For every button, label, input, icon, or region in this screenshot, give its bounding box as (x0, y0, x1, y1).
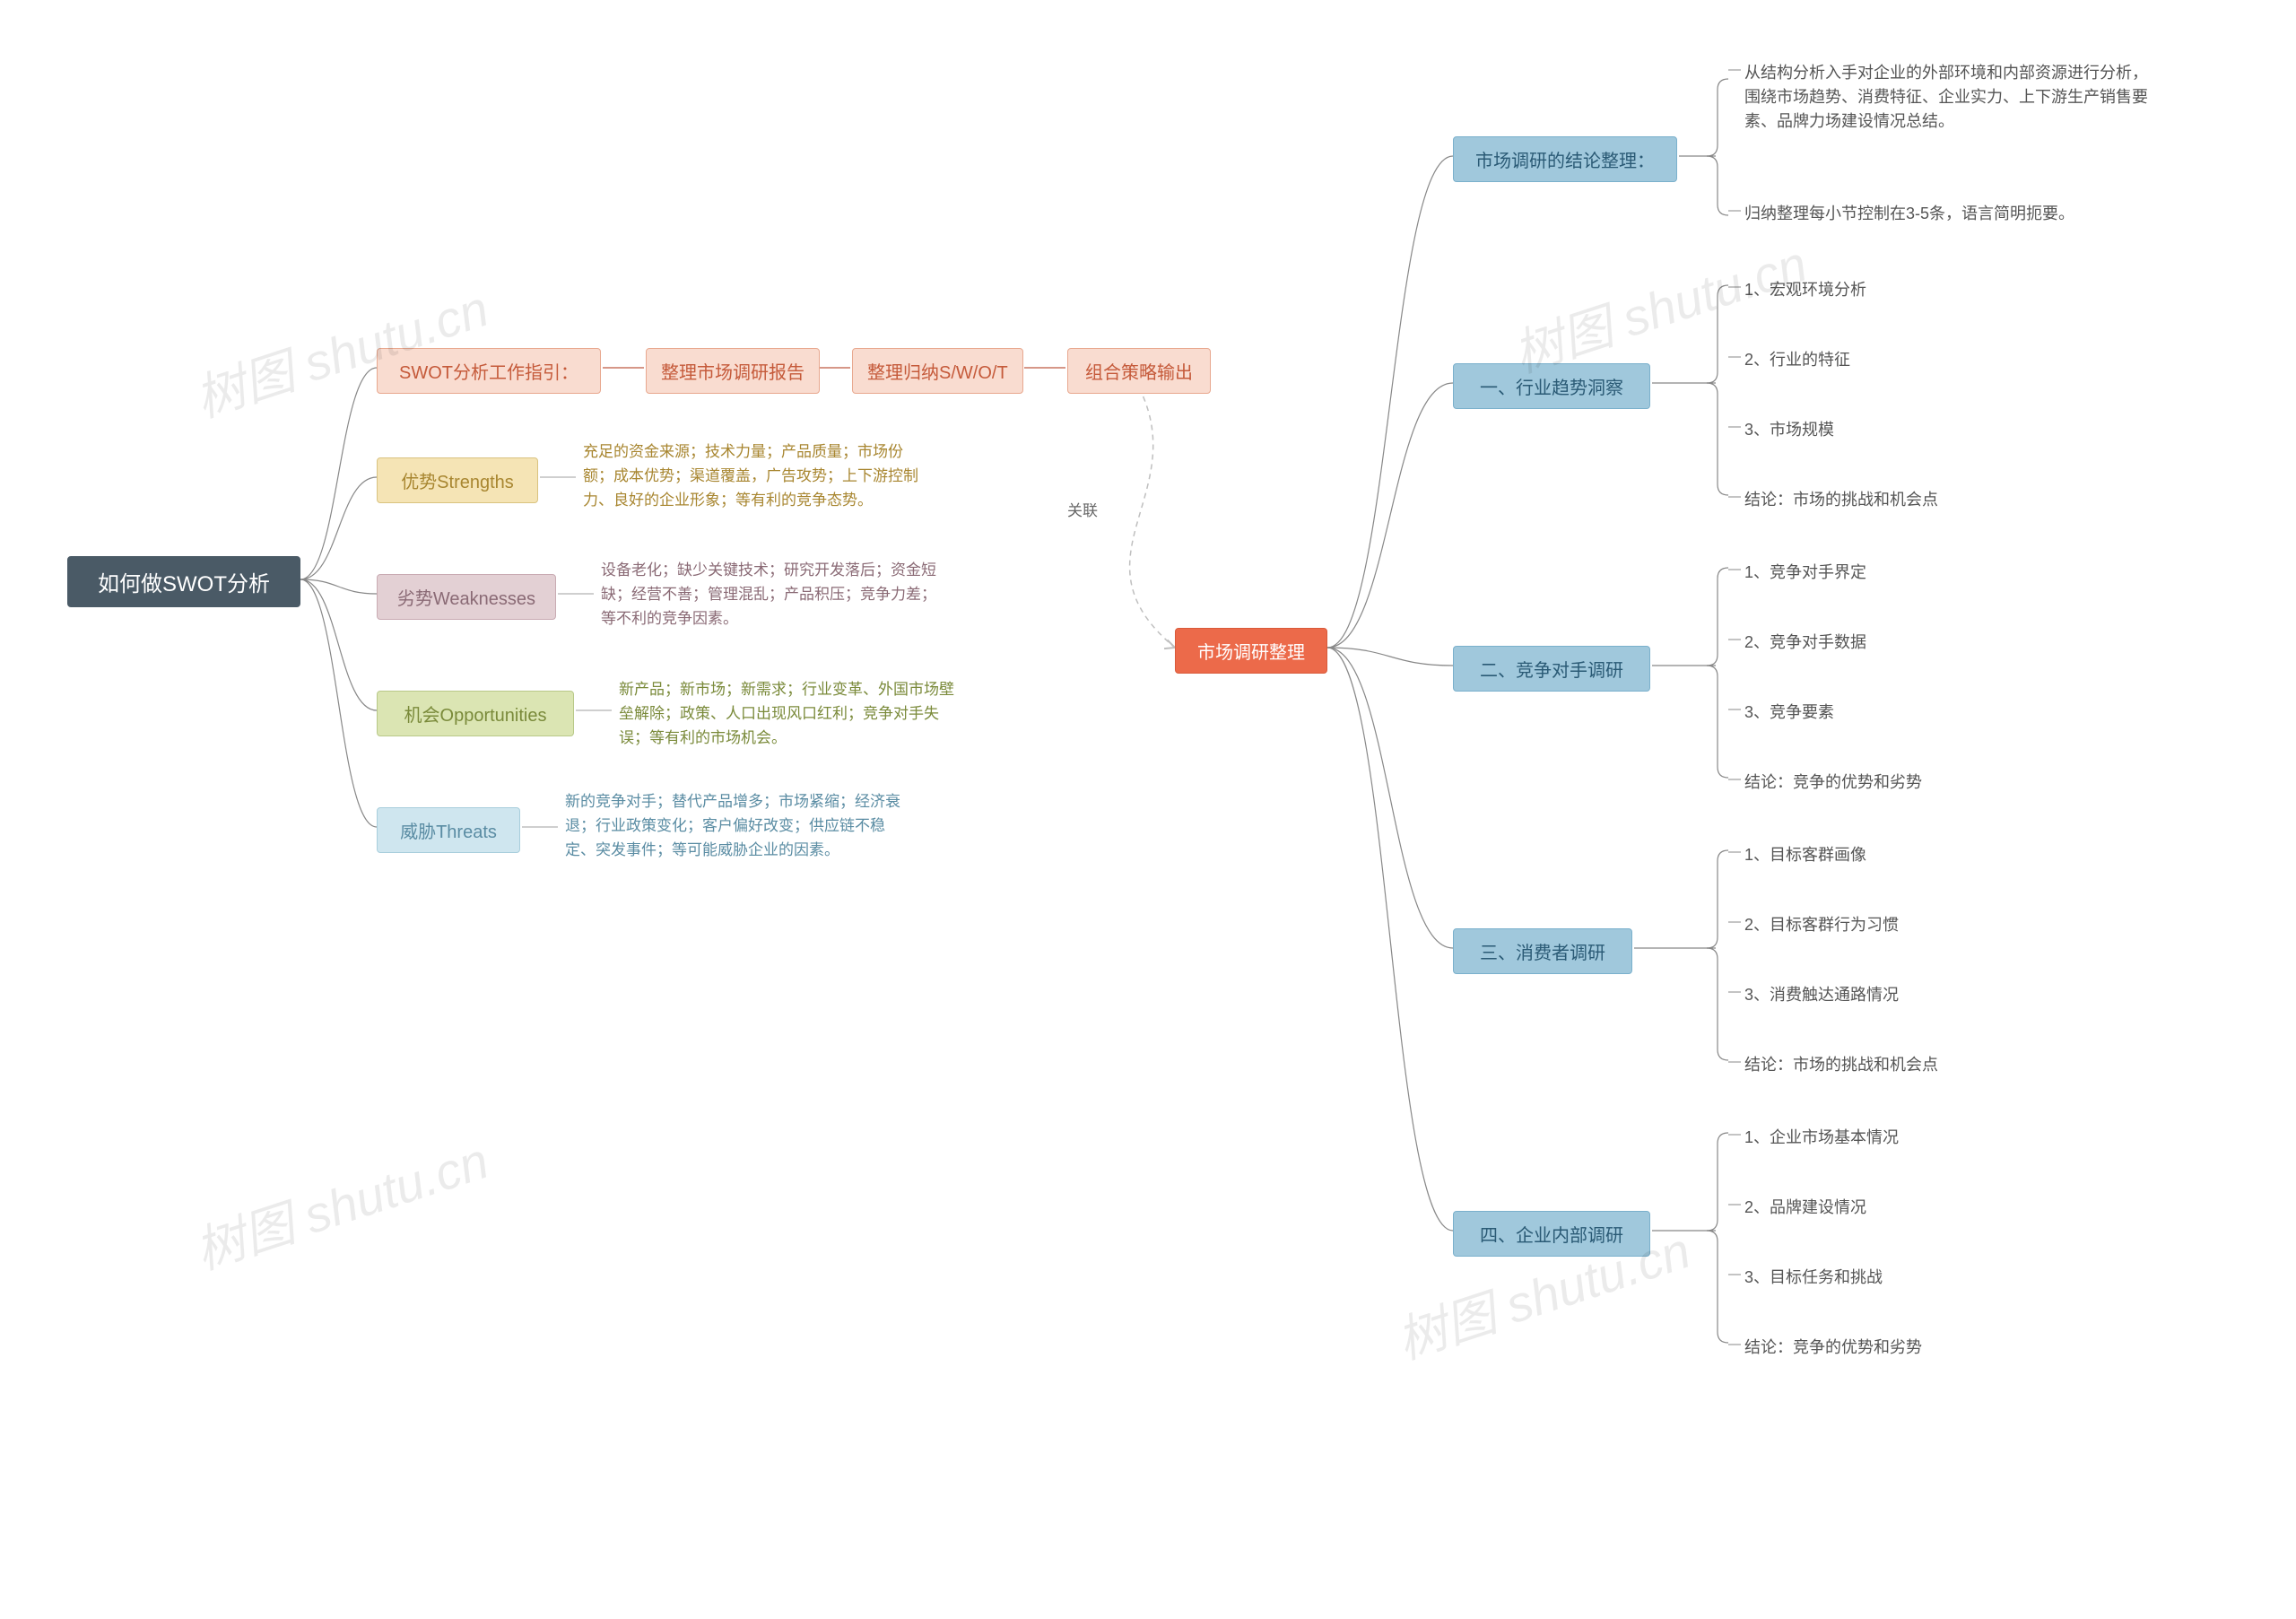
branch-weaknesses-label: 劣势Weaknesses (397, 589, 535, 609)
link-label: 关联 (1067, 498, 1098, 520)
guide-step-0: 整理市场调研报告 (646, 348, 820, 394)
strengths-desc: 充足的资金来源；技术力量；产品质量；市场份额；成本优势；渠道覆盖，广告攻势；上下… (583, 440, 924, 513)
section-3-item-0: 1、目标客群画像 (1744, 843, 2103, 867)
section-3: 三、消费者调研 (1453, 928, 1632, 974)
branch-strengths: 优势Strengths (377, 457, 538, 503)
branch-threats-label: 威胁Threats (400, 823, 497, 842)
branch-guide: SWOT分析工作指引： (377, 348, 601, 394)
section-1-item-2: 3、市场规模 (1744, 418, 2103, 442)
guide-step-1: 整理归纳S/W/O/T (852, 348, 1023, 394)
connectors-layer (0, 0, 2296, 1619)
section-0: 市场调研的结论整理： (1453, 136, 1677, 182)
section-2-item-3: 结论：竞争的优势和劣势 (1744, 770, 2103, 795)
section-4-item-2: 3、目标任务和挑战 (1744, 1266, 2103, 1290)
weaknesses-desc: 设备老化；缺少关键技术；研究开发落后；资金短缺；经营不善；管理混乱；产品积压；竞… (601, 558, 942, 631)
branch-guide-label: SWOT分析工作指引： (399, 363, 578, 383)
section-2-item-1: 2、竞争对手数据 (1744, 631, 2103, 655)
section-0-item-1: 归纳整理每小节控制在3-5条，语言简明扼要。 (1744, 202, 2157, 226)
section-1-item-1: 2、行业的特征 (1744, 348, 2103, 372)
root-node: 如何做SWOT分析 (67, 556, 300, 607)
section-4-item-1: 2、品牌建设情况 (1744, 1196, 2103, 1220)
opportunities-desc: 新产品；新市场；新需求；行业变革、外国市场壁垒解除；政策、人口出现风口红利；竞争… (619, 677, 960, 751)
section-4: 四、企业内部调研 (1453, 1211, 1650, 1257)
guide-step-2: 组合策略输出 (1067, 348, 1211, 394)
section-0-item-0: 从结构分析入手对企业的外部环境和内部资源进行分析，围绕市场趋势、消费特征、企业实… (1744, 61, 2157, 134)
section-4-item-0: 1、企业市场基本情况 (1744, 1126, 2103, 1150)
section-2-item-2: 3、竞争要素 (1744, 701, 2103, 725)
section-1: 一、行业趋势洞察 (1453, 363, 1650, 409)
branch-strengths-label: 优势Strengths (401, 473, 514, 492)
research-label: 市场调研整理 (1197, 643, 1305, 663)
branch-threats: 威胁Threats (377, 807, 520, 853)
branch-opportunities: 机会Opportunities (377, 691, 574, 736)
research-node: 市场调研整理 (1175, 628, 1327, 674)
section-1-item-3: 结论：市场的挑战和机会点 (1744, 488, 2103, 512)
section-1-item-0: 1、宏观环境分析 (1744, 278, 2103, 302)
guide-step-0-label: 整理市场调研报告 (661, 363, 804, 383)
section-4-item-3: 结论：竞争的优势和劣势 (1744, 1336, 2103, 1360)
threats-desc: 新的竞争对手；替代产品增多；市场紧缩；经济衰退；行业政策变化；客户偏好改变；供应… (565, 789, 906, 863)
branch-weaknesses: 劣势Weaknesses (377, 574, 556, 620)
section-3-item-3: 结论：市场的挑战和机会点 (1744, 1053, 2103, 1077)
section-2-item-0: 1、竞争对手界定 (1744, 561, 2103, 585)
section-3-item-1: 2、目标客群行为习惯 (1744, 913, 2103, 937)
section-3-item-2: 3、消费触达通路情况 (1744, 983, 2103, 1007)
section-2: 二、竞争对手调研 (1453, 646, 1650, 692)
watermark-2: 树图 shutu.cn (185, 1121, 497, 1284)
branch-opportunities-label: 机会Opportunities (404, 706, 547, 726)
guide-step-2-label: 组合策略输出 (1085, 363, 1193, 383)
root-label: 如何做SWOT分析 (98, 572, 270, 596)
guide-step-1-label: 整理归纳S/W/O/T (867, 363, 1008, 383)
